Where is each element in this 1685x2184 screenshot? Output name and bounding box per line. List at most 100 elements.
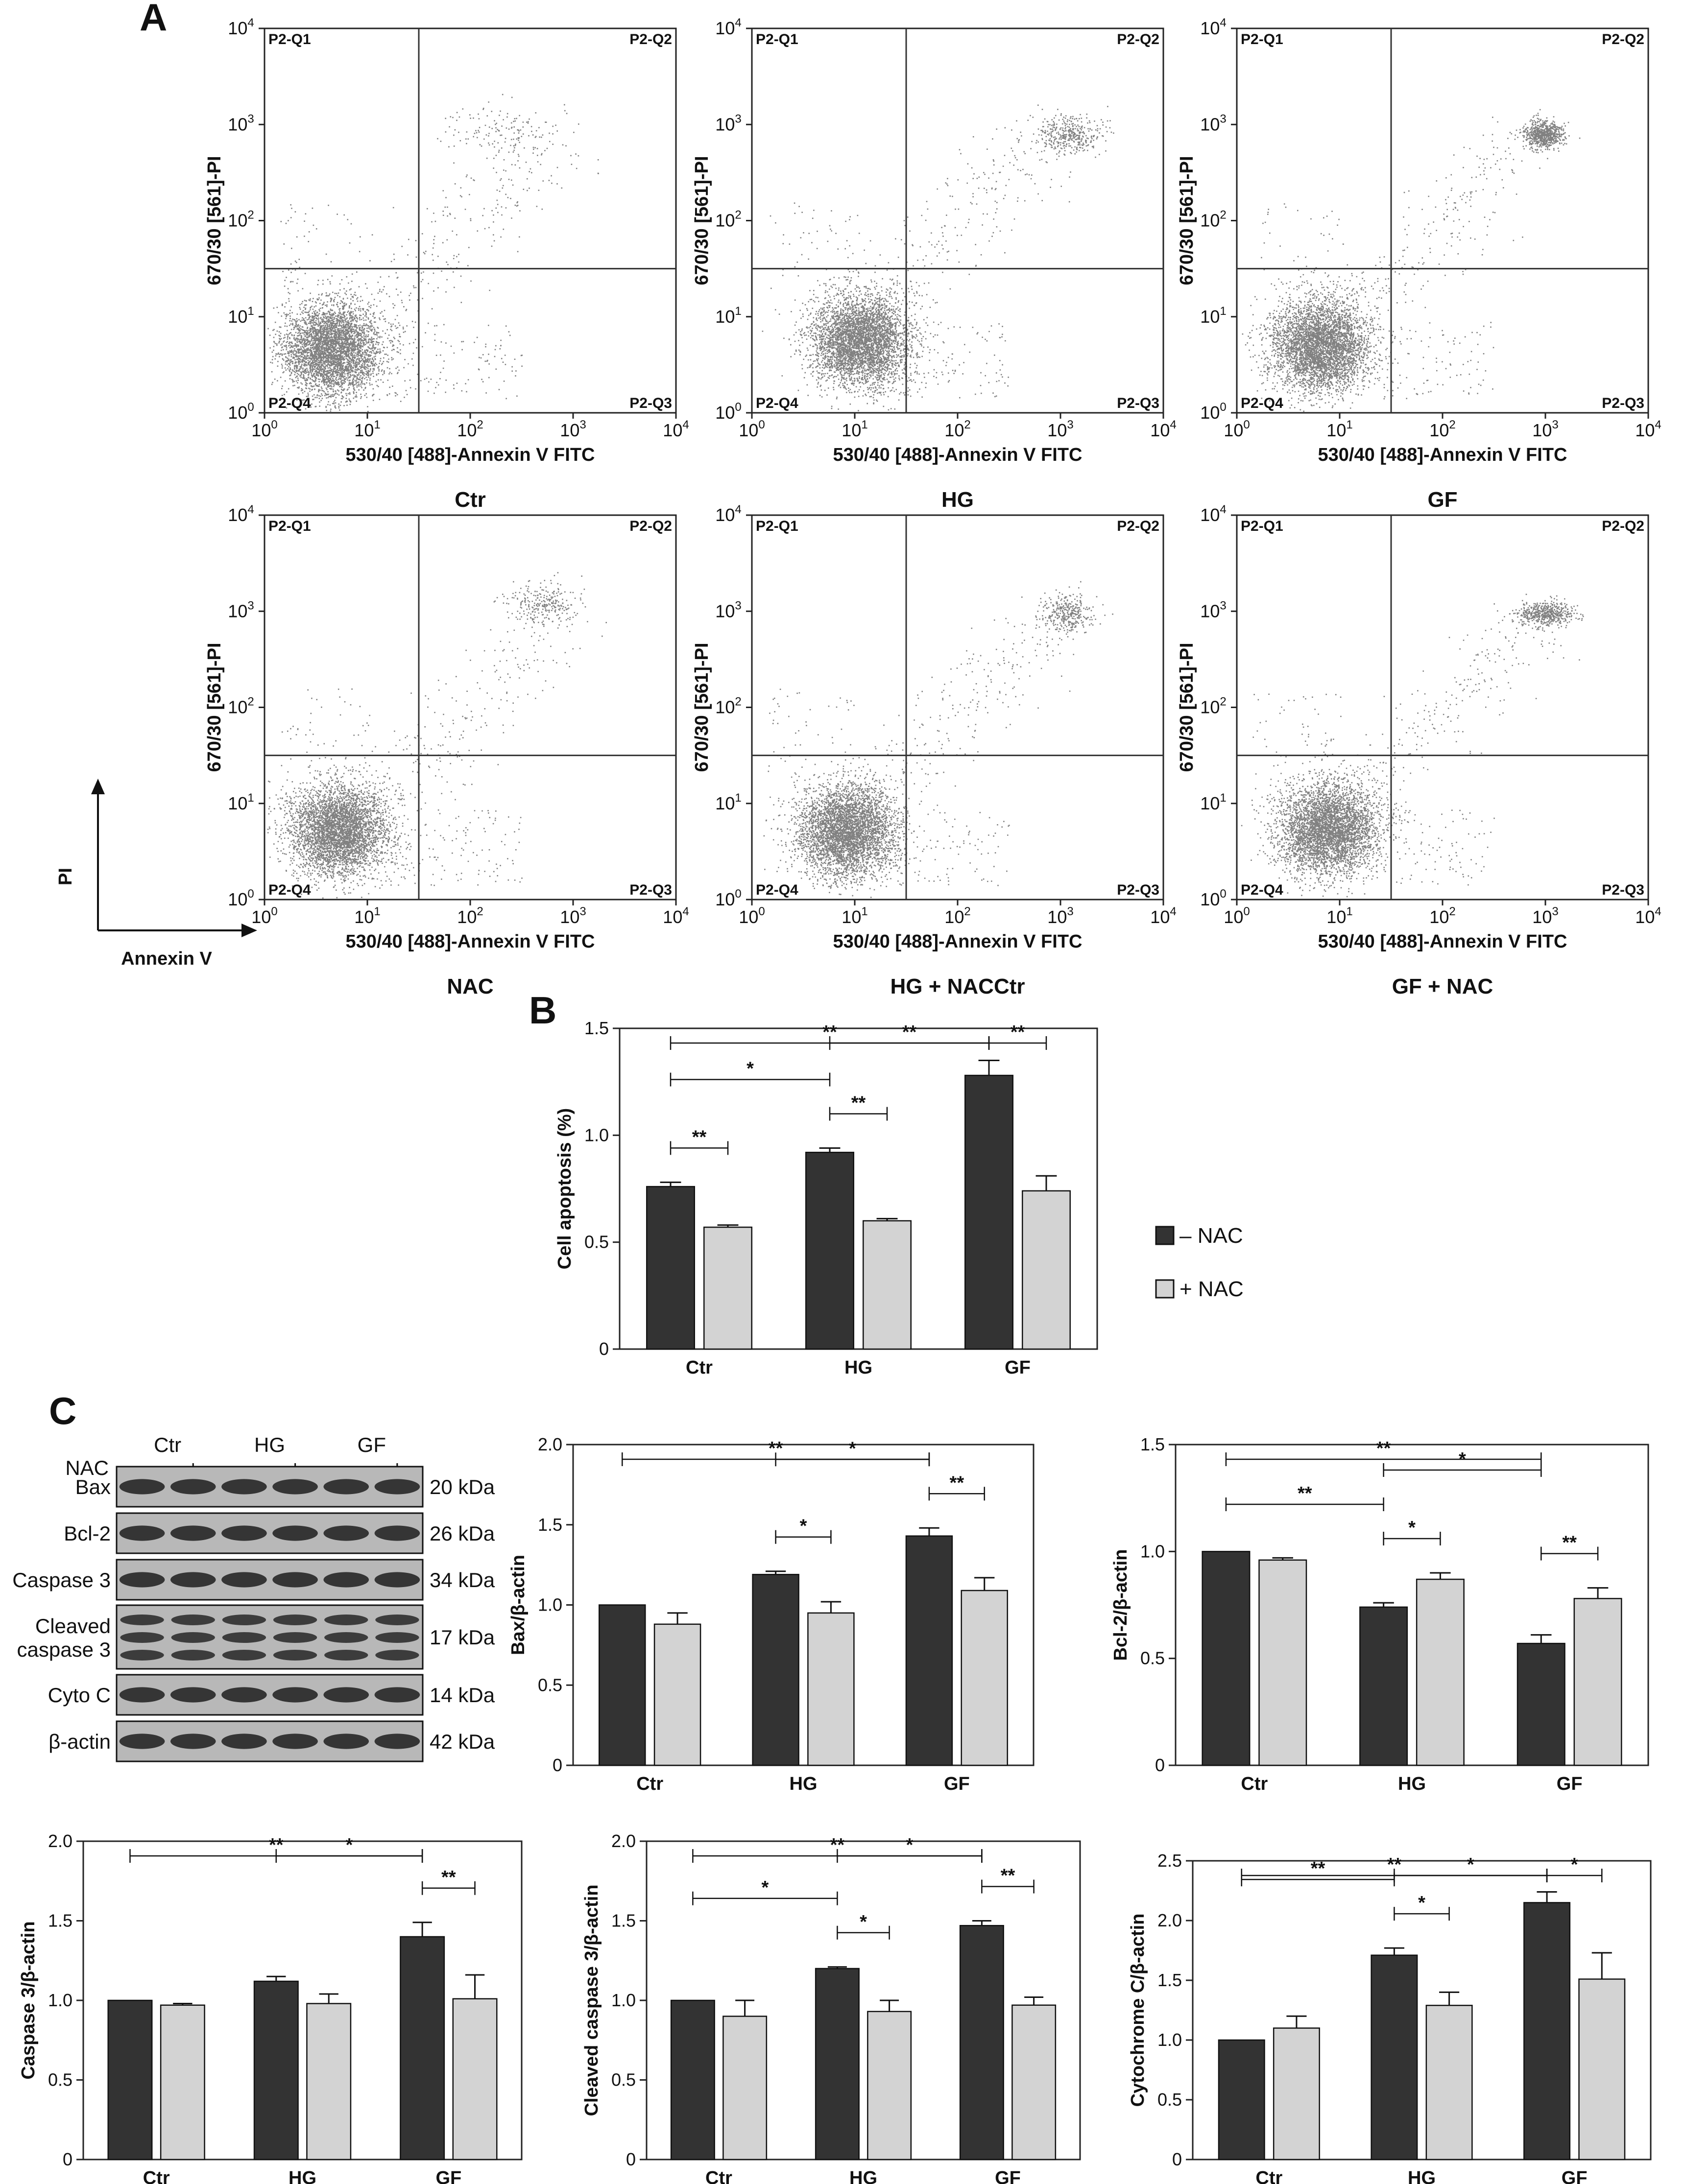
quadrant-label-q3: P2-Q3 <box>629 395 672 411</box>
tick-exponent: 1 <box>374 418 380 431</box>
y-tick-label: 0.5 <box>1157 2089 1182 2110</box>
legend-label-plus-nac: + NAC <box>1180 1277 1244 1301</box>
flow-x-tick-label: 101 <box>842 905 867 927</box>
tick-exponent: 1 <box>1346 905 1352 918</box>
flow-x-tick-label: 104 <box>1635 418 1661 440</box>
blot-band <box>120 1650 164 1661</box>
blot-band <box>171 1632 215 1643</box>
blot-band <box>375 1614 419 1625</box>
blot-row-label: Bax <box>75 1475 111 1498</box>
flow-x-tick-label: 103 <box>1532 905 1558 927</box>
flow-sample-caption: GF + NAC <box>1392 974 1493 998</box>
significance-label: * <box>762 1877 769 1898</box>
tick-exponent: 4 <box>1655 905 1661 918</box>
flow-x-axis-label: 530/40 [488]-Annexin V FITC <box>346 931 595 952</box>
panel-label-b: B <box>529 989 556 1032</box>
tick-exponent: 3 <box>247 599 254 612</box>
y-axis-label: Cytochrome C/β-actin <box>1128 1914 1148 2107</box>
blot-band <box>221 1733 267 1749</box>
flow-x-tick-label: 103 <box>560 905 586 927</box>
bar <box>1416 1578 1465 1766</box>
legend-swatch-plus-nac <box>1155 1279 1175 1299</box>
tick-exponent: 2 <box>1449 418 1455 431</box>
flow-x-tick-label: 100 <box>1224 905 1250 927</box>
bar <box>653 1623 701 1766</box>
blot-kda-label: 20 kDa <box>430 1475 495 1498</box>
x-tick-label: HG <box>844 1357 872 1378</box>
flow-plot: P2-Q1 P2-Q2P2-Q3P2-Q410010010110110210210… <box>1177 16 1661 512</box>
tick-exponent: 1 <box>247 791 254 805</box>
tick-exponent: 2 <box>964 905 970 918</box>
blot-band <box>272 1572 318 1588</box>
significance-label: ** <box>769 1438 783 1459</box>
bar <box>863 1220 912 1350</box>
blot-band <box>324 1614 368 1625</box>
flow-y-axis-label: 670/30 [561]-PI <box>1177 156 1197 285</box>
bar <box>805 1152 854 1350</box>
quadrant-label-q1: P2-Q1 <box>268 518 311 534</box>
flow-x-tick-label: 104 <box>1150 905 1176 927</box>
tick-exponent: 2 <box>964 418 970 431</box>
blot-row-label: Cleaved <box>35 1614 111 1638</box>
tick-exponent: 1 <box>735 791 741 805</box>
flow-x-tick-label: 104 <box>1635 905 1661 927</box>
tick-exponent: 3 <box>735 112 741 125</box>
quadrant-label-q1: P2-Q1 <box>268 31 311 47</box>
significance-label: ** <box>830 1835 845 1855</box>
blot-band <box>374 1733 420 1749</box>
bar <box>1359 1606 1408 1766</box>
tick-exponent: 2 <box>477 418 483 431</box>
significance-label: * <box>860 1912 867 1932</box>
legend-swatch-minus-nac <box>1155 1226 1175 1245</box>
blot-band <box>170 1525 216 1541</box>
flow-x-tick-label: 102 <box>457 905 483 927</box>
blot-band <box>221 1479 267 1495</box>
quadrant-label-q3: P2-Q3 <box>1117 395 1159 411</box>
y-tick-label: 2.5 <box>1157 1851 1182 1871</box>
flow-sample-caption: GF <box>1427 488 1457 512</box>
flow-y-tick-label: 103 <box>228 112 254 134</box>
quadrant-label-q3: P2-Q3 <box>629 882 672 898</box>
blot-band <box>171 1614 215 1625</box>
flow-x-tick-label: 103 <box>560 418 586 440</box>
flow-y-tick-label: 101 <box>715 305 741 327</box>
legend-label-minus-nac: – NAC <box>1180 1224 1243 1248</box>
flow-y-tick-label: 104 <box>1200 503 1226 525</box>
flow-cytometry-panels: P2-Q1 P2-Q2P2-Q3P2-Q410010010110110210210… <box>204 16 1661 998</box>
guide-y-label: PI <box>55 868 76 885</box>
blot-row-label: caspase 3 <box>17 1638 111 1661</box>
tick-exponent: 2 <box>1220 695 1226 709</box>
tick-exponent: 1 <box>1220 791 1226 805</box>
blot-band <box>324 1632 368 1643</box>
blot-band <box>273 1650 317 1661</box>
y-tick-label: 0 <box>553 1755 562 1775</box>
x-tick-label: Ctr <box>1241 1774 1268 1794</box>
y-tick-label: 1.0 <box>611 1990 636 2010</box>
blot-band <box>221 1687 267 1703</box>
flow-plot-events <box>1242 109 1581 412</box>
tick-exponent: 0 <box>1243 418 1250 431</box>
tick-exponent: 1 <box>374 905 380 918</box>
y-tick-label: 0.5 <box>611 2070 636 2090</box>
tick-exponent: 3 <box>1067 905 1073 918</box>
bar-chart: 0 0.5 1.0 1.5 2.0 2.5 Cytochrome C/β-actin Ctr H… <box>1128 1851 1652 2184</box>
flow-y-tick-label: 103 <box>1200 112 1226 134</box>
tick-exponent: 0 <box>271 418 277 431</box>
bar <box>646 1186 695 1350</box>
bar <box>1273 2027 1320 2160</box>
bar <box>703 1226 752 1350</box>
blot-row-label: Caspase 3 <box>12 1568 111 1591</box>
significance-label: ** <box>1011 1022 1025 1043</box>
y-tick-label: 0 <box>63 2149 72 2169</box>
flow-x-tick-label: 102 <box>457 418 483 440</box>
flow-x-axis-label: 530/40 [488]-Annexin V FITC <box>833 445 1083 465</box>
blot-group-label: GF <box>358 1433 386 1456</box>
blot-band <box>323 1733 369 1749</box>
blot-band <box>272 1479 318 1495</box>
significance-label: * <box>346 1835 353 1855</box>
flow-x-tick-label: 100 <box>251 418 277 440</box>
flow-y-tick-label: 101 <box>228 791 254 813</box>
y-tick-label: 1.5 <box>538 1515 562 1535</box>
